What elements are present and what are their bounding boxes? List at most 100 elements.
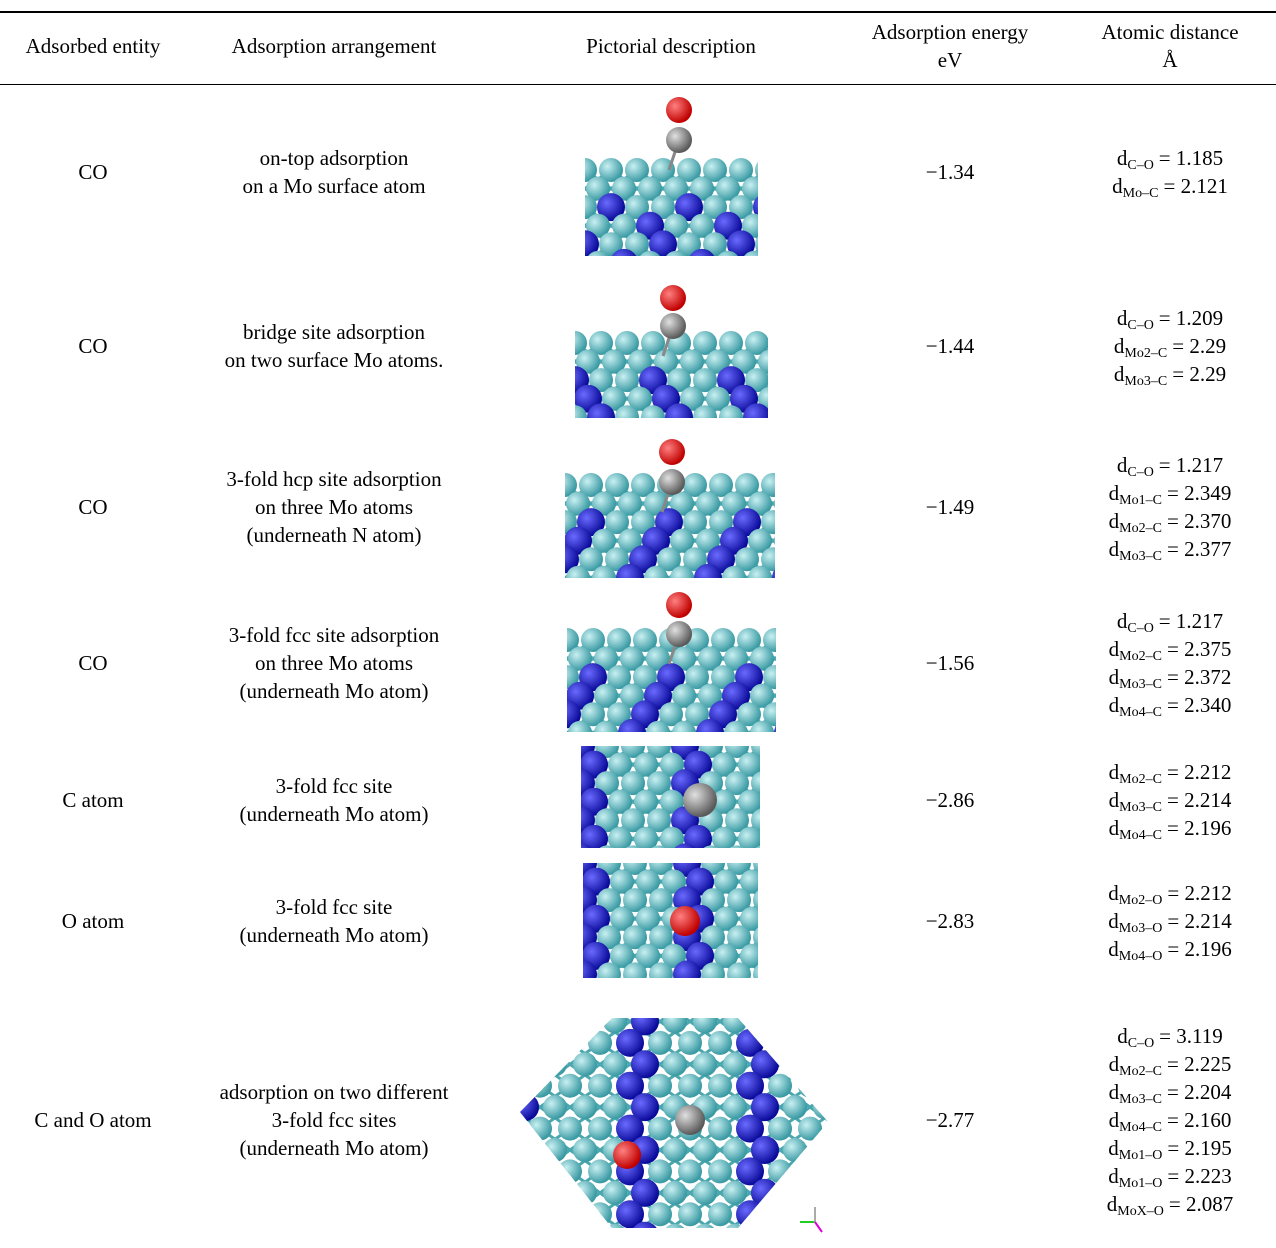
picture-part — [840, 1129, 870, 1150]
atom — [748, 566, 772, 590]
distance-subscript: Mo2–C — [1119, 772, 1162, 787]
distance-line: dMo3–O= 2.214 — [1108, 907, 1231, 935]
atom — [631, 584, 655, 608]
picture-part — [783, 417, 809, 436]
atom — [813, 1224, 837, 1248]
atom — [751, 1222, 779, 1248]
atom — [828, 1159, 852, 1183]
distance-line: dMo4–C= 2.340 — [1109, 691, 1232, 719]
atom — [768, 1202, 792, 1226]
energy-text: −1.56 — [926, 649, 975, 677]
distance-symbol: d — [1109, 693, 1120, 717]
picture-part — [767, 244, 793, 263]
atom — [723, 1009, 747, 1033]
header-text: Å — [1101, 46, 1238, 74]
picture-part — [840, 1236, 870, 1248]
picture-part — [763, 802, 789, 821]
arrangement-text: 3-fold fcc site — [240, 772, 429, 800]
picture-part — [780, 1193, 810, 1214]
picture-part — [660, 1236, 690, 1248]
picture-part — [780, 1171, 810, 1192]
picture-part — [747, 578, 773, 597]
picture-part — [775, 714, 801, 733]
atom — [573, 1224, 597, 1248]
atom — [616, 1243, 644, 1248]
atom — [693, 405, 717, 429]
picture-part — [661, 993, 687, 1012]
picture-part — [799, 522, 825, 541]
atom — [528, 1202, 552, 1226]
picture-part — [765, 993, 791, 1012]
arrangement-text: on three Mo atoms — [229, 649, 440, 677]
picture-part — [750, 1236, 780, 1248]
picture-part — [705, 417, 731, 436]
atom — [729, 269, 753, 293]
picture-part — [690, 1236, 720, 1248]
atom — [756, 422, 784, 450]
picture-part — [840, 1043, 870, 1064]
atom — [663, 1224, 687, 1248]
atom — [616, 564, 644, 592]
distance-symbol: d — [1108, 909, 1119, 933]
atom — [623, 962, 647, 986]
atom — [706, 424, 730, 448]
arrangement-text: on-top adsorption — [242, 144, 425, 172]
header-text: Adsorption energy — [872, 18, 1029, 46]
atom — [528, 1159, 552, 1183]
atom — [666, 97, 692, 123]
picture-part — [765, 882, 791, 901]
picture-part — [767, 244, 793, 263]
header-cell: Adsorption energyeV — [872, 18, 1029, 74]
atom — [675, 1105, 705, 1135]
picture-part — [705, 436, 731, 455]
atom — [723, 1052, 747, 1076]
picture-part — [799, 541, 825, 560]
picture-part — [565, 578, 591, 597]
picture-part — [637, 281, 663, 300]
atom — [582, 979, 610, 1007]
picture-part — [840, 1150, 870, 1171]
distance-subscript: C–O — [1127, 621, 1153, 636]
picture-part — [767, 263, 793, 282]
picture-part — [783, 380, 809, 399]
picture-part — [801, 677, 827, 696]
picture-part — [601, 436, 627, 455]
atom — [678, 1159, 702, 1183]
picture-part — [799, 541, 825, 560]
picture-part — [801, 751, 827, 770]
picture-part — [510, 1064, 540, 1085]
distance-subscript: Mo2–C — [1119, 1064, 1162, 1079]
atom — [724, 721, 748, 745]
picture-part — [840, 1086, 870, 1107]
picture-part — [763, 820, 789, 839]
picture-part — [780, 1236, 810, 1248]
distance-value: = 2.225 — [1167, 1052, 1231, 1076]
picture-part — [585, 263, 611, 282]
picture-part — [840, 1129, 870, 1150]
picture-part — [840, 1043, 870, 1064]
atom — [798, 1074, 822, 1098]
distance-subscript: Mo2–O — [1119, 893, 1163, 908]
picture-part — [801, 733, 827, 752]
picture-part — [540, 1236, 570, 1248]
picture-part — [801, 696, 827, 715]
picture-part — [715, 263, 741, 282]
entity-text: C and O atom — [34, 1106, 151, 1134]
atom — [648, 1074, 672, 1098]
picture-part — [510, 1129, 540, 1150]
atom — [558, 1159, 582, 1183]
atom — [576, 424, 600, 448]
picture-part — [627, 417, 653, 436]
picture-part — [810, 1000, 840, 1021]
picture-part — [765, 937, 791, 956]
picture-part — [773, 596, 799, 615]
distance-subscript: Mo3–O — [1119, 921, 1163, 936]
atom — [610, 249, 638, 277]
atom — [610, 981, 634, 1005]
distance-line: dMo3–C= 2.377 — [1109, 535, 1232, 563]
atom — [843, 1009, 867, 1033]
distance-line: dC–O= 1.185 — [1112, 144, 1228, 172]
atom — [766, 870, 790, 894]
atom — [543, 1009, 567, 1033]
atom — [764, 790, 788, 814]
